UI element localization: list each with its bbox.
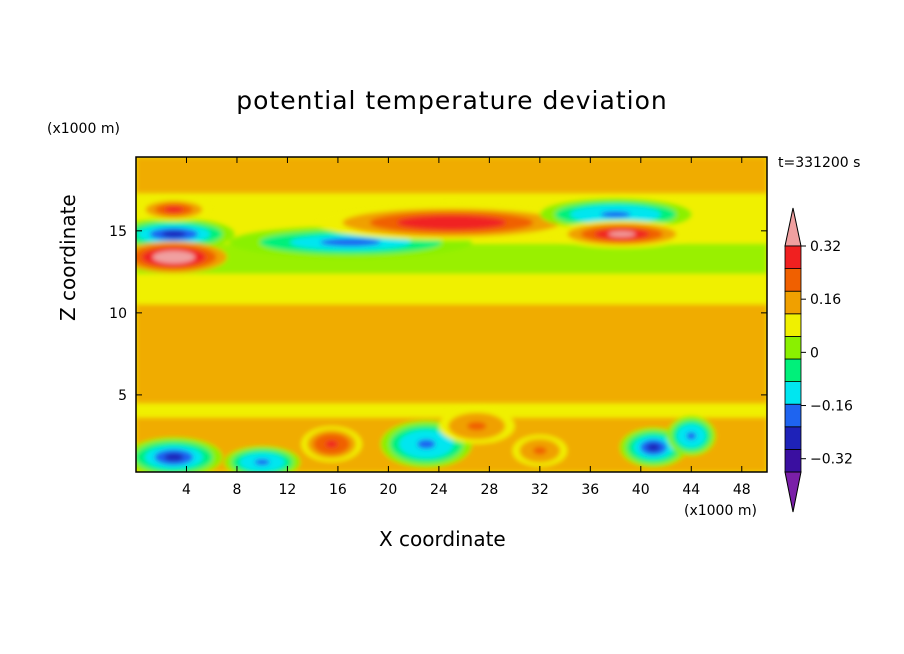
contour-blob bbox=[254, 459, 270, 466]
colorbar-swatch bbox=[784, 448, 802, 473]
contour-blob bbox=[320, 238, 381, 247]
colorbar: 0.32 0.16 0 −0.16 −0.32 bbox=[784, 207, 853, 513]
contour-blob bbox=[417, 439, 436, 449]
time-label: t=331200 s bbox=[778, 155, 861, 171]
contour-blob bbox=[164, 453, 184, 462]
colorbar-label: 0.16 bbox=[810, 292, 841, 308]
x-tick-label: 24 bbox=[430, 482, 448, 498]
colorbar-swatch bbox=[784, 335, 802, 360]
x-tick-label: 36 bbox=[581, 482, 599, 498]
y-tick-label: 5 bbox=[118, 388, 127, 404]
contour-blob bbox=[467, 421, 487, 431]
colorbar-swatch bbox=[784, 381, 802, 405]
x-tick-label: 8 bbox=[232, 482, 241, 498]
contour-blob bbox=[533, 446, 547, 455]
x-axis-unit: (x1000 m) bbox=[684, 503, 757, 519]
contour-blob bbox=[164, 206, 184, 213]
x-tick-label: 32 bbox=[531, 482, 549, 498]
colorbar-min-triangle bbox=[784, 471, 802, 513]
y-tick-label: 10 bbox=[109, 306, 127, 322]
contour-blob bbox=[424, 219, 479, 227]
x-tick-label: 12 bbox=[279, 482, 297, 498]
contour-blob bbox=[163, 253, 185, 261]
plot-frame bbox=[135, 156, 768, 473]
contour-blob bbox=[646, 443, 661, 452]
colorbar-swatch bbox=[784, 290, 802, 315]
field-band bbox=[136, 304, 767, 404]
colorbar-swatch bbox=[784, 313, 802, 337]
y-axis-unit: (x1000 m) bbox=[47, 121, 120, 137]
colorbar-swatch bbox=[784, 403, 802, 428]
colorbar-label: −0.16 bbox=[810, 399, 853, 415]
colorbar-swatch bbox=[784, 245, 802, 270]
x-tick-label: 4 bbox=[182, 482, 191, 498]
contour-blob bbox=[608, 231, 636, 237]
colorbar-swatch bbox=[784, 268, 802, 292]
chart-title: potential temperature deviation bbox=[236, 86, 668, 115]
x-tick-label: 28 bbox=[480, 482, 498, 498]
colorbar-swatch bbox=[784, 358, 802, 383]
colorbar-swatch bbox=[784, 426, 802, 450]
contour-blob bbox=[161, 230, 186, 238]
x-tick-label: 40 bbox=[632, 482, 650, 498]
colorbar-label: −0.32 bbox=[810, 452, 853, 468]
contour-blob bbox=[325, 440, 338, 448]
y-tick-label: 15 bbox=[109, 224, 127, 240]
colorbar-max-triangle bbox=[784, 207, 802, 247]
contour-blob bbox=[600, 211, 631, 218]
x-tick-label: 48 bbox=[733, 482, 751, 498]
x-tick-label: 20 bbox=[379, 482, 397, 498]
x-axis-label: X coordinate bbox=[379, 527, 506, 551]
colorbar-label: 0 bbox=[810, 345, 819, 361]
x-tick-label: 44 bbox=[682, 482, 700, 498]
contour-blob bbox=[686, 431, 697, 440]
colorbar-label: 0.32 bbox=[810, 239, 841, 255]
contour-field bbox=[136, 157, 767, 472]
x-tick-label: 16 bbox=[329, 482, 347, 498]
field-band bbox=[136, 157, 767, 194]
